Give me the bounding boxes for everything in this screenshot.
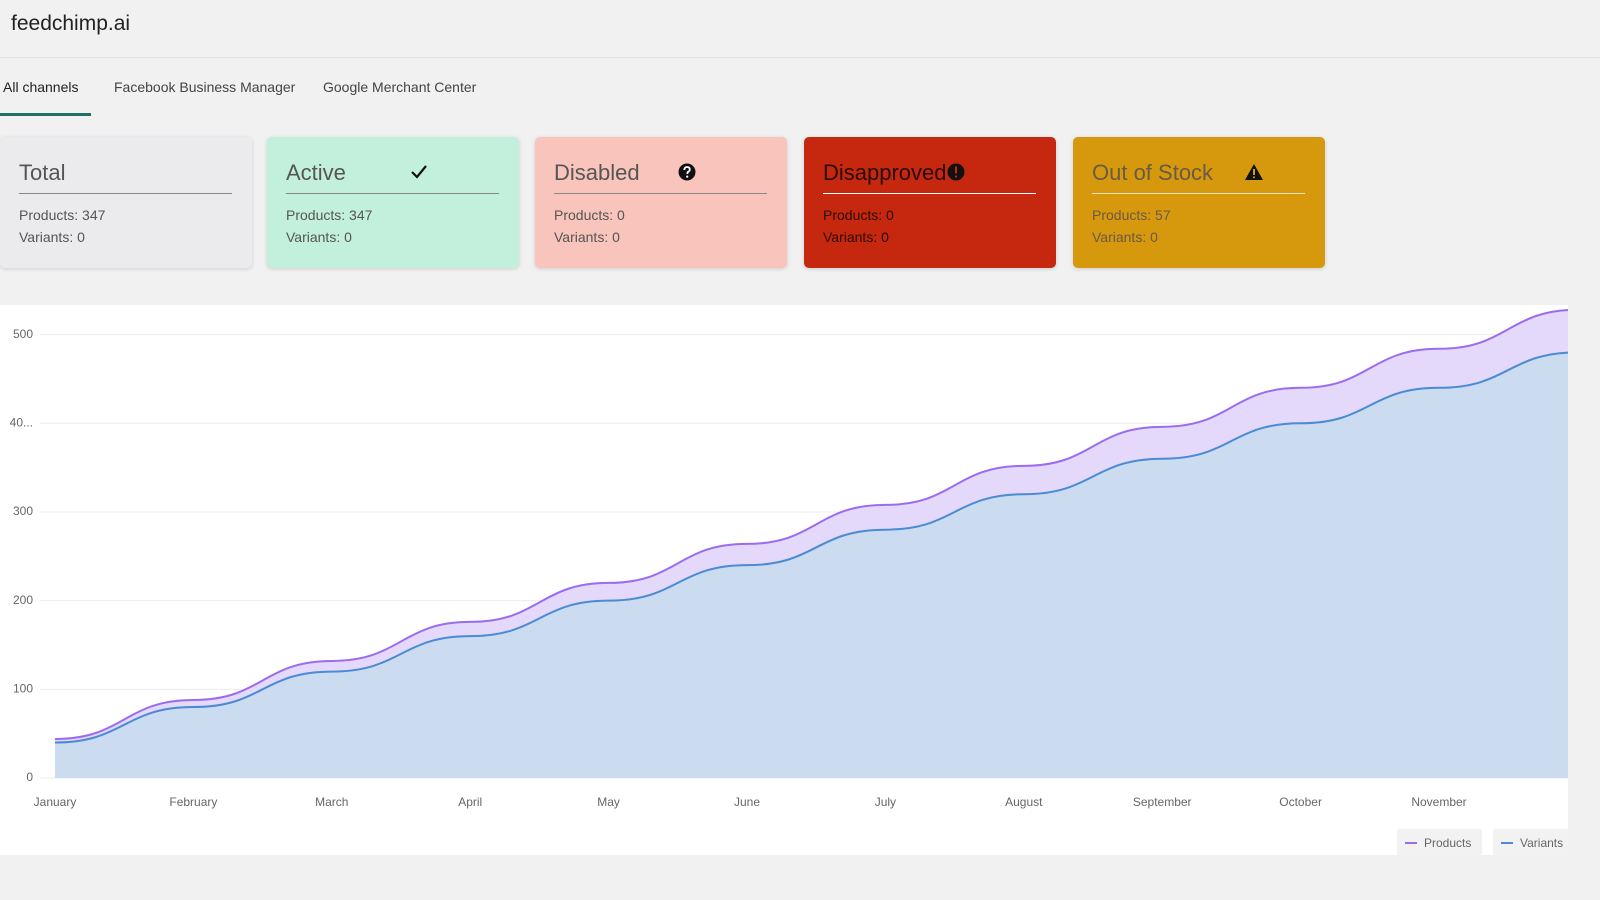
check-icon <box>411 165 427 179</box>
card-title: Out of Stock <box>1092 160 1214 185</box>
card-variants: Variants: 0 <box>823 229 889 245</box>
divider <box>554 193 767 194</box>
card-products: Products: 347 <box>19 207 106 223</box>
question-icon <box>678 163 696 181</box>
legend-item[interactable]: Products <box>1397 829 1482 855</box>
chart: 0 100 200 300 40... 500 January February March Ap… <box>0 305 1568 855</box>
card-products: Products: 347 <box>286 207 373 223</box>
card-products: Products: 57 <box>1092 207 1171 223</box>
x-tick-label: October <box>1279 795 1322 809</box>
x-tick-label: January <box>34 795 77 809</box>
status-card[interactable]: Disabled Products: 0 Variants: 0 <box>535 137 787 268</box>
divider <box>1092 193 1305 194</box>
card-title: Disabled <box>554 160 640 185</box>
legend-label: Products <box>1424 836 1471 850</box>
x-tick-label: August <box>1005 795 1043 809</box>
y-tick-label: 100 <box>13 681 33 695</box>
card-title: Disapproved <box>823 160 947 185</box>
x-tick-label: February <box>169 795 217 809</box>
divider <box>823 193 1036 194</box>
series-area <box>55 352 1568 778</box>
tab[interactable]: Google Merchant Center <box>323 79 477 95</box>
card-variants: Variants: 0 <box>286 229 352 245</box>
alert-icon <box>947 163 965 181</box>
y-tick-label: 0 <box>26 770 33 784</box>
x-tick-label: May <box>597 795 620 809</box>
y-tick-label: 200 <box>13 593 33 607</box>
card-variants: Variants: 0 <box>1092 229 1158 245</box>
status-card[interactable]: Disapproved Products: 0 Variants: 0 <box>804 137 1056 268</box>
card-products: Products: 0 <box>554 207 625 223</box>
card-products: Products: 0 <box>823 207 894 223</box>
y-tick-label: 300 <box>13 504 33 518</box>
legend-background <box>1397 829 1482 855</box>
warning-icon <box>1245 164 1263 180</box>
divider <box>286 193 499 194</box>
card-variants: Variants: 0 <box>554 229 620 245</box>
legend-item[interactable]: Variants <box>1493 829 1568 855</box>
x-tick-label: July <box>875 795 896 809</box>
app-title: feedchimp.ai <box>11 12 131 35</box>
status-card[interactable]: Total Products: 347 Variants: 0 <box>0 137 252 268</box>
series-line <box>54 309 1568 740</box>
status-card[interactable]: Active Products: 347 Variants: 0 <box>267 137 519 268</box>
card-title: Total <box>19 160 66 185</box>
card-title: Active <box>286 160 346 185</box>
legend-background <box>1493 829 1568 855</box>
y-tick-label: 40... <box>10 415 33 429</box>
card-variants: Variants: 0 <box>19 229 85 245</box>
status-card[interactable]: Out of Stock Products: 57 Variants: 0 <box>1073 137 1325 268</box>
header: feedchimp.ai <box>0 0 1600 58</box>
x-tick-label: June <box>734 795 760 809</box>
tab[interactable]: All channels <box>3 79 79 95</box>
x-tick-label: November <box>1411 795 1466 809</box>
x-tick-label: March <box>315 795 348 809</box>
tab[interactable]: Facebook Business Manager <box>114 79 296 95</box>
divider <box>19 193 232 194</box>
active-tab-indicator <box>0 113 91 116</box>
series-line <box>54 351 1568 744</box>
legend-label: Variants <box>1520 836 1563 850</box>
x-tick-label: September <box>1133 795 1192 809</box>
x-tick-label: April <box>458 795 482 809</box>
y-tick-label: 500 <box>13 327 33 341</box>
